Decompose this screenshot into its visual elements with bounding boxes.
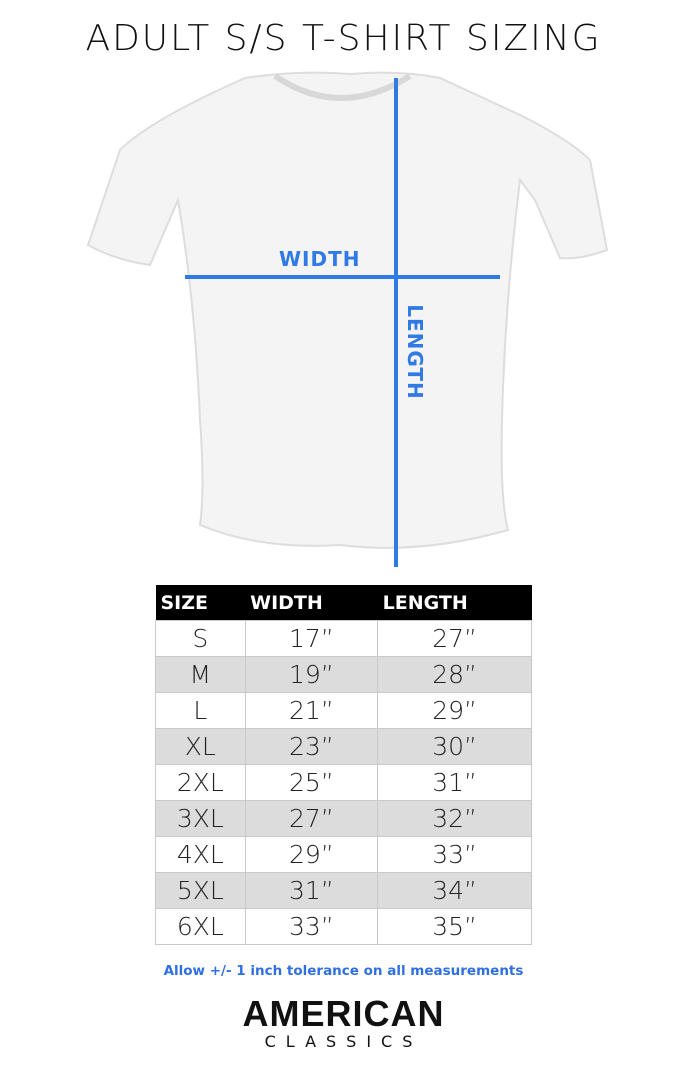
cell-size: 6XL (155, 908, 246, 945)
page-title: ADULT S/S T-SHIRT SIZING (85, 18, 602, 59)
table-row: S 17” 27” (155, 620, 532, 657)
header-width: WIDTH (245, 585, 378, 621)
cell-length: 28” (377, 656, 532, 693)
cell-length: 34” (377, 872, 532, 909)
tolerance-note: Allow +/- 1 inch tolerance on all measur… (163, 963, 524, 979)
table-row: 4XL 29” 33” (155, 836, 532, 873)
header-length: LENGTH (377, 585, 532, 621)
cell-size: 3XL (155, 800, 246, 837)
header-size: SIZE (155, 585, 246, 621)
table-row: 6XL 33” 35” (155, 908, 532, 945)
cell-length: 32” (377, 800, 532, 837)
table-row: M 19” 28” (155, 656, 532, 693)
tshirt-collar (273, 73, 412, 101)
logo-american: AMERICAN (242, 993, 445, 1034)
cell-width: 33” (244, 908, 379, 945)
table-row: XL 23” 30” (155, 728, 532, 765)
cell-length: 33” (377, 836, 532, 873)
cell-width: 19” (244, 656, 379, 693)
table-header: SIZE WIDTH LENGTH (155, 585, 532, 621)
cell-length: 31” (377, 764, 532, 801)
cell-size: 2XL (155, 764, 246, 801)
cell-width: 27” (244, 800, 379, 837)
table-row: 2XL 25” 31” (155, 764, 532, 801)
cell-size: M (155, 656, 246, 693)
cell-size: S (155, 620, 246, 657)
table-row: L 21” 29” (155, 692, 532, 729)
cell-size: XL (155, 728, 246, 765)
logo-classics: CLASSICS (264, 1032, 423, 1051)
cell-width: 23” (244, 728, 379, 765)
cell-length: 35” (377, 908, 532, 945)
cell-size: L (155, 692, 246, 729)
table-row: 3XL 27” 32” (155, 800, 532, 837)
cell-width: 25” (244, 764, 379, 801)
cell-size: 4XL (155, 836, 246, 873)
table-row: 5XL 31” 34” (155, 872, 532, 909)
length-label: LENGTH (403, 304, 427, 400)
cell-length: 30” (377, 728, 532, 765)
tshirt-diagram (86, 71, 609, 567)
cell-length: 27” (377, 620, 532, 657)
cell-size: 5XL (155, 872, 246, 909)
size-table: SIZE WIDTH LENGTH S 17” 27” M 19” 28” L 21” 29” X… (155, 585, 532, 945)
cell-length: 29” (377, 692, 532, 729)
cell-width: 31” (244, 872, 379, 909)
cell-width: 21” (244, 692, 379, 729)
cell-width: 17” (244, 620, 379, 657)
tshirt-illustration (86, 71, 609, 549)
cell-width: 29” (244, 836, 379, 873)
width-label: WIDTH (279, 247, 361, 271)
